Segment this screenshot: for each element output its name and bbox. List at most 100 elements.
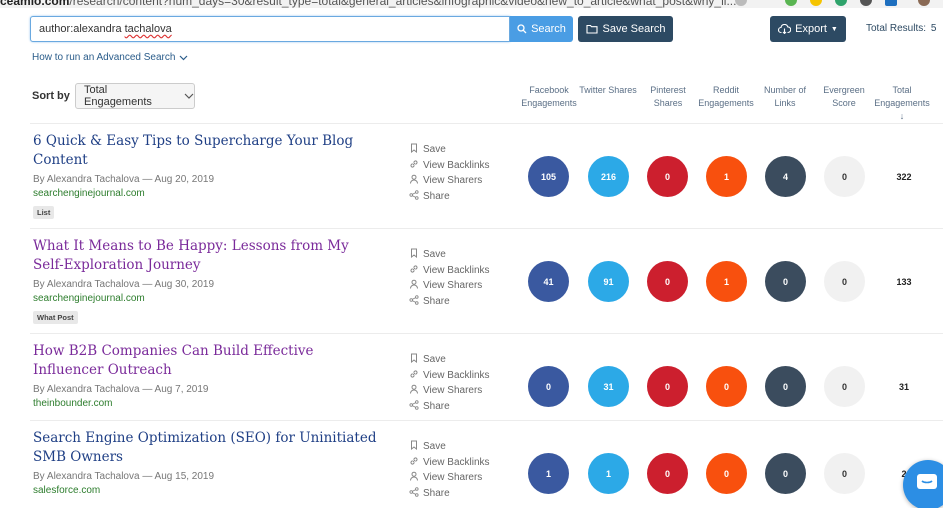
share-action[interactable]: Share <box>409 294 490 310</box>
user-icon <box>409 279 419 292</box>
view-sharers-action[interactable]: View Sharers <box>409 278 490 294</box>
total-engagements-value: 31 <box>898 382 909 392</box>
total-engagements-value: 133 <box>896 277 912 287</box>
result-byline: By Alexandra Tachalova — Aug 15, 2019 <box>33 471 215 482</box>
evergreen-score-circle: 0 <box>824 453 865 494</box>
user-icon <box>409 384 419 397</box>
link-icon <box>409 264 419 277</box>
folder-icon <box>585 24 598 34</box>
result-domain-link[interactable]: salesforce.com <box>33 485 101 496</box>
search-button[interactable]: Search <box>510 16 573 42</box>
chat-widget-button[interactable] <box>903 460 943 508</box>
sort-arrow-icon: ↓ <box>899 111 905 121</box>
reddit-engagements-circle: 1 <box>706 261 747 302</box>
browser-url-bar[interactable]: ceamio.com/research/content?num_days=30&… <box>0 0 943 8</box>
divider <box>30 333 943 334</box>
save-action[interactable]: Save <box>409 142 490 158</box>
column-header-facebook[interactable]: Facebook Engagements <box>521 85 577 108</box>
view-sharers-action[interactable]: View Sharers <box>409 383 490 399</box>
save-action[interactable]: Save <box>409 352 490 368</box>
number-of-links-circle: 0 <box>765 261 806 302</box>
divider <box>30 420 943 421</box>
twitter-shares-circle: 31 <box>588 366 629 407</box>
link-icon <box>409 456 419 469</box>
view-backlinks-action[interactable]: View Backlinks <box>409 455 490 471</box>
number-of-links-circle: 0 <box>765 453 806 494</box>
sort-label: Sort by <box>32 90 70 102</box>
chevron-down-icon <box>180 55 188 60</box>
content-type-tag: List <box>33 206 55 219</box>
facebook-engagements-circle: 41 <box>528 261 569 302</box>
user-icon <box>409 174 419 187</box>
chevron-down-icon <box>184 93 194 99</box>
extension-icon[interactable] <box>860 0 872 6</box>
total-engagements-value: 322 <box>896 172 912 182</box>
profile-avatar[interactable] <box>918 0 930 6</box>
extension-icon[interactable] <box>810 0 822 6</box>
column-header-evergreen[interactable]: Evergreen Score <box>823 85 865 108</box>
caret-down-icon: ▼ <box>830 25 838 33</box>
divider <box>30 123 943 124</box>
column-header-twitter[interactable]: Twitter Shares <box>579 85 637 95</box>
column-header-pinterest[interactable]: Pinterest Shares <box>650 85 686 108</box>
result-domain-link[interactable]: searchenginejournal.com <box>33 293 145 304</box>
bookmark-icon <box>409 248 419 261</box>
pinterest-shares-circle: 0 <box>647 261 688 302</box>
chat-icon <box>917 474 937 489</box>
save-action[interactable]: Save <box>409 247 490 263</box>
view-sharers-action[interactable]: View Sharers <box>409 470 490 486</box>
result-row: Search Engine Optimization (SEO) for Uni… <box>0 421 943 508</box>
facebook-engagements-circle: 0 <box>528 366 569 407</box>
twitter-shares-circle: 91 <box>588 261 629 302</box>
cloud-download-icon <box>778 24 792 34</box>
save-search-button[interactable]: Save Search <box>578 16 673 42</box>
bookmark-icon <box>409 440 419 453</box>
share-icon <box>409 487 419 500</box>
share-action[interactable]: Share <box>409 486 490 502</box>
advanced-search-link[interactable]: How to run an Advanced Search <box>32 52 188 63</box>
result-title-link[interactable]: How B2B Companies Can Build Effective In… <box>33 343 314 378</box>
column-header-links[interactable]: Number of Links <box>763 85 807 108</box>
reddit-engagements-circle: 0 <box>706 366 747 407</box>
number-of-links-circle: 0 <box>765 366 806 407</box>
divider <box>30 228 943 229</box>
total-engagements-value: 2 <box>901 469 907 479</box>
column-header-reddit[interactable]: Reddit Engagements <box>698 85 754 108</box>
search-icon <box>517 24 527 34</box>
export-button[interactable]: Export ▼ <box>770 16 846 42</box>
reddit-engagements-circle: 1 <box>706 156 747 197</box>
pinterest-shares-circle: 0 <box>647 366 688 407</box>
twitter-shares-circle: 216 <box>588 156 629 197</box>
result-byline: By Alexandra Tachalova — Aug 7, 2019 <box>33 384 209 395</box>
share-icon <box>409 295 419 308</box>
view-backlinks-action[interactable]: View Backlinks <box>409 368 490 384</box>
share-action[interactable]: Share <box>409 399 490 415</box>
share-icon <box>409 400 419 413</box>
view-backlinks-action[interactable]: View Backlinks <box>409 263 490 279</box>
extension-icon[interactable] <box>735 0 747 6</box>
evergreen-score-circle: 0 <box>824 261 865 302</box>
result-actions: Save View Backlinks View Sharers Share <box>409 352 490 414</box>
url-text: ceamio.com/research/content?num_days=30&… <box>0 0 737 8</box>
result-actions: Save View Backlinks View Sharers Share <box>409 439 490 501</box>
extension-icon[interactable] <box>785 0 797 6</box>
column-header-total[interactable]: Total Engagements ↓ <box>874 85 930 121</box>
bookmark-icon <box>409 143 419 156</box>
extension-icon[interactable] <box>885 0 897 6</box>
search-input[interactable]: author:alexandra tachalova <box>30 16 510 42</box>
facebook-engagements-circle: 105 <box>528 156 569 197</box>
pinterest-shares-circle: 0 <box>647 453 688 494</box>
sort-select[interactable]: Total Engagements <box>75 83 195 109</box>
pinterest-shares-circle: 0 <box>647 156 688 197</box>
save-action[interactable]: Save <box>409 439 490 455</box>
extension-icon[interactable] <box>835 0 847 6</box>
view-backlinks-action[interactable]: View Backlinks <box>409 158 490 174</box>
result-title-link[interactable]: What It Means to Be Happy: Lessons from … <box>33 238 349 273</box>
result-domain-link[interactable]: theinbounder.com <box>33 398 113 409</box>
view-sharers-action[interactable]: View Sharers <box>409 173 490 189</box>
share-action[interactable]: Share <box>409 189 490 205</box>
share-icon <box>409 190 419 203</box>
result-title-link[interactable]: 6 Quick & Easy Tips to Supercharge Your … <box>33 133 354 168</box>
result-title-link[interactable]: Search Engine Optimization (SEO) for Uni… <box>33 430 377 465</box>
result-domain-link[interactable]: searchenginejournal.com <box>33 188 145 199</box>
